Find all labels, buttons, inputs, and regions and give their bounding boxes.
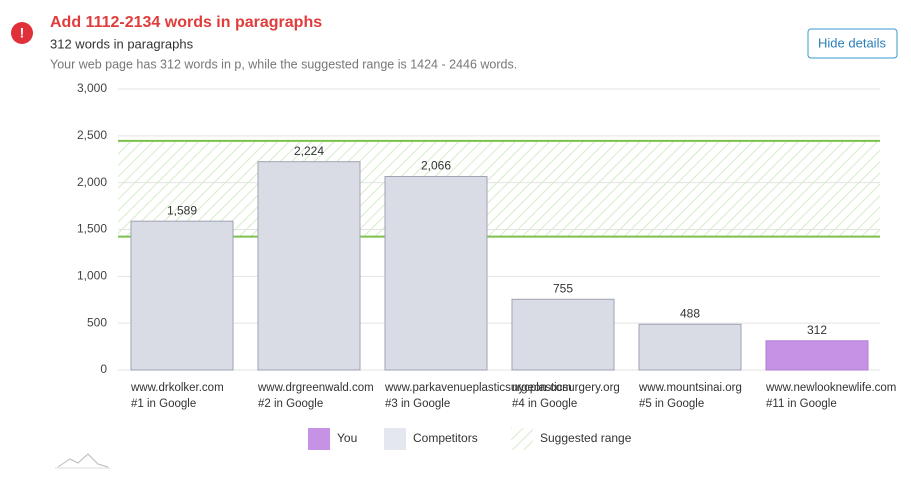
y-tick-label: 500 <box>87 315 107 329</box>
rank-label: #3 in Google <box>385 398 450 410</box>
error-icon <box>11 22 33 44</box>
error-icon-mark: ! <box>20 25 25 41</box>
bar <box>765 340 869 371</box>
value-label: 488 <box>680 306 700 320</box>
title: Add 1112-2134 words in paragraphs <box>50 14 322 31</box>
x-tick-label: www.newlooknewlife.com <box>765 382 896 394</box>
legend-swatch <box>308 428 330 450</box>
x-tick-label: www.mountsinai.org <box>638 382 742 394</box>
y-tick-label: 3,000 <box>77 81 107 95</box>
y-tick-label: 2,000 <box>77 175 107 189</box>
rank-label: #4 in Google <box>512 398 577 410</box>
hide-details-label[interactable]: Hide details <box>818 35 886 50</box>
logo <box>57 453 109 468</box>
bar <box>511 298 615 371</box>
x-tick-label: www.drgreenwald.com <box>257 382 374 394</box>
legend-label: Competitors <box>413 431 478 445</box>
suggested-range <box>118 140 880 237</box>
y-tick-label: 1,000 <box>77 269 107 283</box>
value-label: 2,224 <box>294 144 324 158</box>
x-tick-label: nycplasticsurgery.org <box>512 382 620 394</box>
rank-label: #5 in Google <box>639 398 704 410</box>
hide-details-button[interactable] <box>807 28 898 59</box>
value-label: 2,066 <box>421 159 451 173</box>
bar <box>257 161 361 371</box>
rank-label: #11 in Google <box>766 398 837 410</box>
x-tick-label: www.drkolker.com <box>130 382 224 394</box>
description: Your web page has 312 words in p, while … <box>50 57 517 71</box>
y-tick-label: 0 <box>100 362 107 376</box>
bar <box>638 323 742 371</box>
value-label: 312 <box>807 323 827 337</box>
bar <box>130 220 234 371</box>
rank-label: #1 in Google <box>131 398 196 410</box>
y-tick-label: 1,500 <box>77 222 107 236</box>
subtitle: 312 words in paragraphs <box>50 36 194 51</box>
value-label: 1,589 <box>167 203 197 217</box>
legend-swatch <box>511 428 533 450</box>
y-tick-label: 2,500 <box>77 128 107 142</box>
rank-label: #2 in Google <box>258 398 323 410</box>
legend-swatch <box>384 428 406 450</box>
x-tick-label: www.parkavenueplasticsurgeon.com <box>384 382 572 394</box>
bar <box>384 175 488 371</box>
value-label: 755 <box>553 281 573 295</box>
legend-label: You <box>337 431 357 445</box>
legend-label: Suggested range <box>540 431 632 445</box>
